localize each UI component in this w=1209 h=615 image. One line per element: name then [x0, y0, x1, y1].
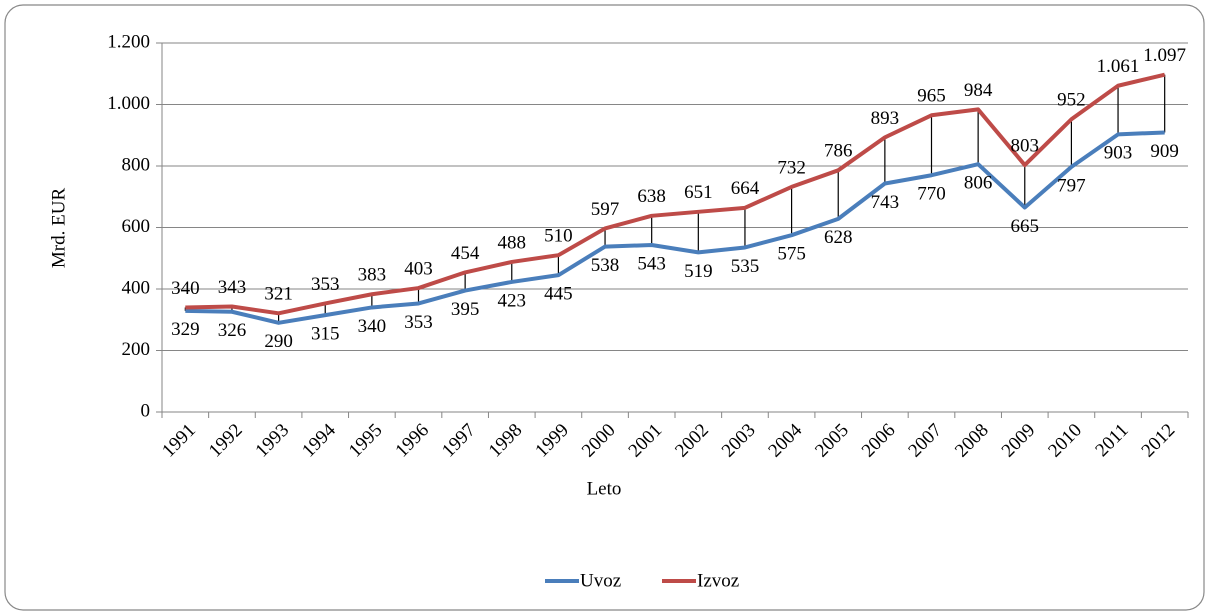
- series-line: [185, 130, 1165, 325]
- data-label: 638: [637, 186, 666, 207]
- data-label: 454: [451, 243, 480, 264]
- data-label: 340: [358, 316, 387, 337]
- y-tick-label: 1.200: [107, 31, 150, 52]
- data-label: 290: [264, 331, 293, 352]
- data-label: 395: [451, 299, 480, 320]
- legend-label: Izvoz: [697, 570, 739, 591]
- data-label: 538: [591, 255, 620, 276]
- data-label: 743: [871, 192, 900, 213]
- data-label: 952: [1057, 90, 1086, 111]
- data-label: 806: [964, 173, 993, 194]
- data-label: 797: [1057, 175, 1086, 196]
- data-label: 340: [171, 278, 200, 299]
- y-axis-label: Mrd. EUR: [48, 188, 69, 269]
- data-label: 353: [311, 274, 340, 295]
- y-tick-label: 1.000: [107, 93, 150, 114]
- data-label: 1.097: [1143, 45, 1186, 66]
- data-label: 803: [1011, 135, 1040, 156]
- series-line: [185, 72, 1166, 316]
- y-tick-label: 0: [141, 400, 151, 421]
- data-label: 664: [731, 178, 760, 199]
- legend-label: Uvoz: [580, 570, 621, 591]
- data-label: 329: [171, 319, 200, 340]
- data-label: 353: [404, 312, 433, 333]
- data-label: 488: [498, 232, 527, 253]
- data-label: 519: [684, 261, 713, 282]
- y-tick-label: 400: [122, 277, 151, 298]
- data-label: 403: [404, 258, 433, 279]
- data-label: 903: [1104, 143, 1133, 164]
- data-label: 423: [498, 290, 527, 311]
- y-tick-label: 600: [122, 216, 151, 237]
- data-label: 575: [777, 244, 806, 265]
- data-label: 984: [964, 80, 993, 101]
- data-label: 321: [264, 284, 293, 305]
- x-axis-label: Leto: [587, 478, 622, 499]
- data-label: 535: [731, 256, 760, 277]
- data-label: 597: [591, 199, 620, 220]
- data-label: 651: [684, 182, 713, 203]
- y-tick-label: 800: [122, 154, 151, 175]
- data-label: 445: [544, 284, 573, 305]
- data-label: 628: [824, 227, 853, 248]
- data-label: 732: [777, 157, 806, 178]
- data-label: 383: [358, 265, 387, 286]
- y-tick-label: 200: [122, 339, 151, 360]
- data-label: 893: [871, 108, 900, 129]
- data-label: 965: [917, 86, 946, 107]
- data-label: 343: [218, 277, 247, 298]
- data-label: 326: [218, 320, 247, 341]
- data-label: 1.061: [1097, 56, 1140, 77]
- data-label: 770: [917, 184, 946, 205]
- data-label: 543: [637, 253, 666, 274]
- data-label: 909: [1150, 141, 1179, 162]
- data-label: 665: [1011, 216, 1040, 237]
- data-label: 786: [824, 141, 853, 162]
- data-label: 510: [544, 226, 573, 247]
- data-label: 315: [311, 323, 340, 344]
- chart-border: [4, 4, 1205, 611]
